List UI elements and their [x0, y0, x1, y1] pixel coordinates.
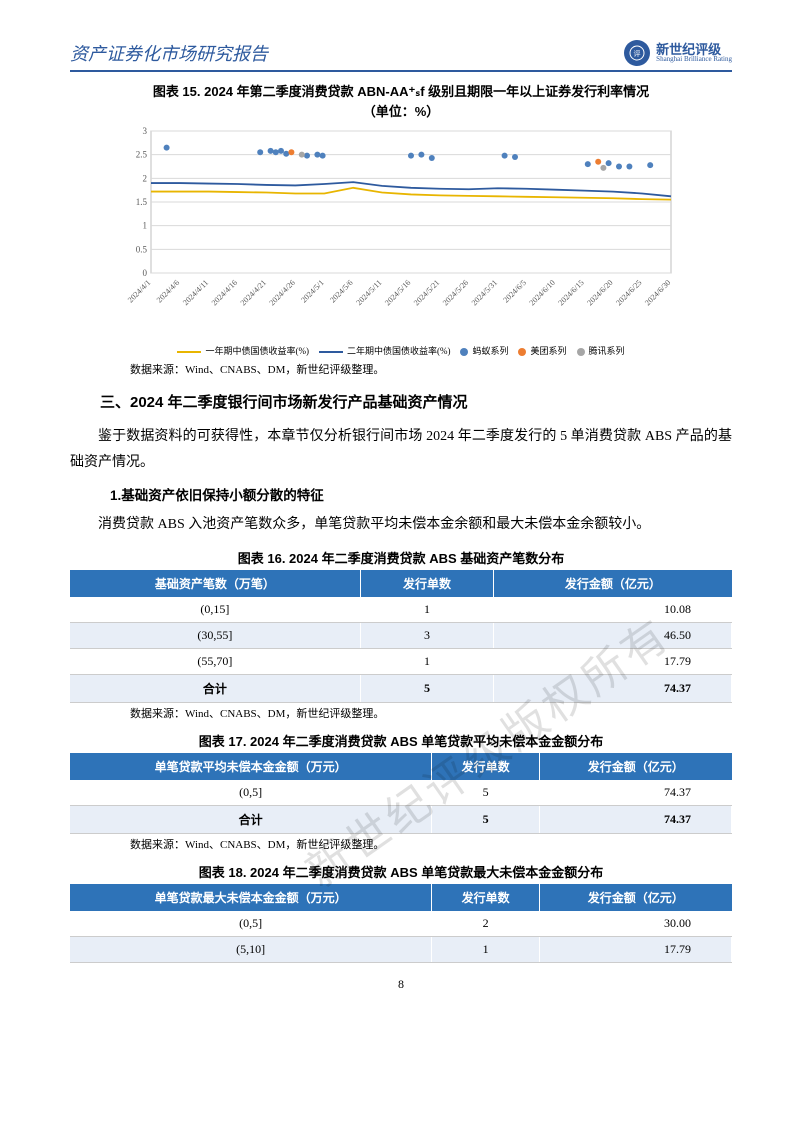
chart15-title: 图表 15. 2024 年第二季度消费贷款 ABN-AA⁺ₛf 级别且期限一年以… — [70, 82, 732, 121]
section3-sub1: 1.基础资产依旧保持小额分散的特征 — [110, 484, 732, 504]
table-cell: 30.00 — [540, 911, 732, 937]
section3-heading: 三、2024 年二季度银行间市场新发行产品基础资产情况 — [100, 391, 732, 412]
table-cell: (30,55] — [70, 622, 360, 648]
svg-text:2024/6/15: 2024/6/15 — [556, 278, 585, 307]
table18-title: 图表 18. 2024 年二季度消费贷款 ABS 单笔贷款最大未偿本金金额分布 — [70, 862, 732, 881]
table-cell: 5 — [432, 780, 540, 806]
table-header: 发行单数 — [432, 884, 540, 911]
legend-one-year: 一年期中债国债收益率(%) — [177, 344, 309, 357]
page-number: 8 — [70, 977, 732, 992]
svg-text:1: 1 — [143, 221, 148, 231]
table-cell: 74.37 — [540, 805, 732, 833]
legend-two-year: 二年期中债国债收益率(%) — [319, 344, 451, 357]
svg-text:2024/6/30: 2024/6/30 — [643, 278, 672, 307]
svg-text:2024/5/31: 2024/5/31 — [470, 278, 499, 307]
table16: 基础资产笔数（万笔）发行单数发行金额（亿元）(0,15]110.08(30,55… — [70, 570, 732, 703]
table-cell: 3 — [360, 622, 494, 648]
svg-text:2024/4/16: 2024/4/16 — [210, 278, 239, 307]
legend-ant: 蚂蚁系列 — [460, 344, 508, 357]
svg-text:2: 2 — [143, 173, 148, 183]
table17-source: 数据来源：Wind、CNABS、DM，新世纪评级整理。 — [130, 836, 732, 852]
section3-para1: 鉴于数据资料的可获得性，本章节仅分析银行间市场 2024 年二季度发行的 5 单… — [70, 424, 732, 476]
svg-text:2024/5/26: 2024/5/26 — [441, 278, 470, 307]
svg-text:2024/6/10: 2024/6/10 — [528, 278, 557, 307]
chart15: 00.511.522.532024/4/12024/4/62024/4/1120… — [121, 123, 681, 357]
table-cell: 5 — [360, 674, 494, 702]
table-row: 合计574.37 — [70, 805, 732, 833]
table-header: 发行金额（亿元） — [540, 753, 732, 780]
table-cell: 74.37 — [494, 674, 732, 702]
table17-title: 图表 17. 2024 年二季度消费贷款 ABS 单笔贷款平均未偿本金金额分布 — [70, 731, 732, 750]
page-header: 资产证券化市场研究报告 评 新世纪评级 Shanghai Brilliance … — [70, 40, 732, 72]
table-row: (0,5]574.37 — [70, 780, 732, 806]
table-header: 基础资产笔数（万笔） — [70, 570, 360, 597]
svg-text:2024/5/11: 2024/5/11 — [354, 278, 383, 307]
svg-text:2024/4/26: 2024/4/26 — [268, 278, 297, 307]
chart15-source: 数据来源：Wind、CNABS、DM，新世纪评级整理。 — [130, 361, 732, 377]
brand-logo-icon: 评 — [624, 40, 650, 66]
table-cell: 46.50 — [494, 622, 732, 648]
table-cell: 17.79 — [494, 648, 732, 674]
table-cell: 10.08 — [494, 597, 732, 623]
svg-text:2024/6/25: 2024/6/25 — [614, 278, 643, 307]
table-cell: (5,10] — [70, 936, 432, 962]
table-cell: 合计 — [70, 674, 360, 702]
table-row: 合计574.37 — [70, 674, 732, 702]
svg-text:3: 3 — [143, 126, 148, 136]
table-header: 单笔贷款平均未偿本金金额（万元） — [70, 753, 432, 780]
table-cell: (0,15] — [70, 597, 360, 623]
legend-meituan: 美团系列 — [518, 344, 566, 357]
svg-text:2024/6/20: 2024/6/20 — [585, 278, 614, 307]
svg-text:2024/4/6: 2024/4/6 — [155, 278, 181, 304]
svg-text:0: 0 — [143, 268, 148, 278]
table-row: (5,10]117.79 — [70, 936, 732, 962]
table-cell: 2 — [432, 911, 540, 937]
table-row: (55,70]117.79 — [70, 648, 732, 674]
table18: 单笔贷款最大未偿本金金额（万元）发行单数发行金额（亿元）(0,5]230.00(… — [70, 884, 732, 963]
section3-para2: 消费贷款 ABS 入池资产笔数众多，单笔贷款平均未偿本金余额和最大未偿本金余额较… — [70, 512, 732, 538]
chart15-title-line2: （单位：%） — [363, 104, 440, 119]
chart15-legend: 一年期中债国债收益率(%) 二年期中债国债收益率(%) 蚂蚁系列 美团系列 腾讯… — [121, 344, 681, 357]
table17: 单笔贷款平均未偿本金金额（万元）发行单数发行金额（亿元）(0,5]574.37合… — [70, 753, 732, 834]
brand: 评 新世纪评级 Shanghai Brilliance Rating — [624, 40, 732, 66]
legend-tencent: 腾讯系列 — [577, 344, 625, 357]
table-cell: 合计 — [70, 805, 432, 833]
table-cell: 1 — [360, 648, 494, 674]
svg-text:2.5: 2.5 — [136, 150, 148, 160]
table16-source: 数据来源：Wind、CNABS、DM，新世纪评级整理。 — [130, 705, 732, 721]
svg-text:2024/4/1: 2024/4/1 — [126, 278, 152, 304]
table-cell: (55,70] — [70, 648, 360, 674]
table-header: 发行单数 — [432, 753, 540, 780]
svg-text:2024/4/11: 2024/4/11 — [181, 278, 210, 307]
table-header: 发行金额（亿元） — [540, 884, 732, 911]
brand-name-en: Shanghai Brilliance Rating — [656, 56, 732, 63]
table16-title: 图表 16. 2024 年二季度消费贷款 ABS 基础资产笔数分布 — [70, 548, 732, 567]
table-cell: 74.37 — [540, 780, 732, 806]
table-header: 单笔贷款最大未偿本金金额（万元） — [70, 884, 432, 911]
table-cell: 1 — [432, 936, 540, 962]
table-cell: (0,5] — [70, 911, 432, 937]
table-header: 发行金额（亿元） — [494, 570, 732, 597]
svg-text:2024/5/6: 2024/5/6 — [328, 278, 354, 304]
chart15-title-line1: 图表 15. 2024 年第二季度消费贷款 ABN-AA⁺ₛf 级别且期限一年以… — [153, 84, 649, 99]
table-row: (30,55]346.50 — [70, 622, 732, 648]
table-row: (0,5]230.00 — [70, 911, 732, 937]
table-header: 发行单数 — [360, 570, 494, 597]
svg-text:2024/5/21: 2024/5/21 — [412, 278, 441, 307]
svg-text:2024/5/16: 2024/5/16 — [383, 278, 412, 307]
table-cell: 5 — [432, 805, 540, 833]
svg-text:评: 评 — [634, 50, 641, 58]
header-title: 资产证券化市场研究报告 — [70, 40, 268, 66]
svg-text:2024/6/5: 2024/6/5 — [501, 278, 527, 304]
table-cell: (0,5] — [70, 780, 432, 806]
table-row: (0,15]110.08 — [70, 597, 732, 623]
svg-text:2024/4/21: 2024/4/21 — [239, 278, 268, 307]
table-cell: 1 — [360, 597, 494, 623]
svg-text:0.5: 0.5 — [136, 244, 148, 254]
table-cell: 17.79 — [540, 936, 732, 962]
svg-text:1.5: 1.5 — [136, 197, 148, 207]
svg-text:2024/5/1: 2024/5/1 — [299, 278, 325, 304]
